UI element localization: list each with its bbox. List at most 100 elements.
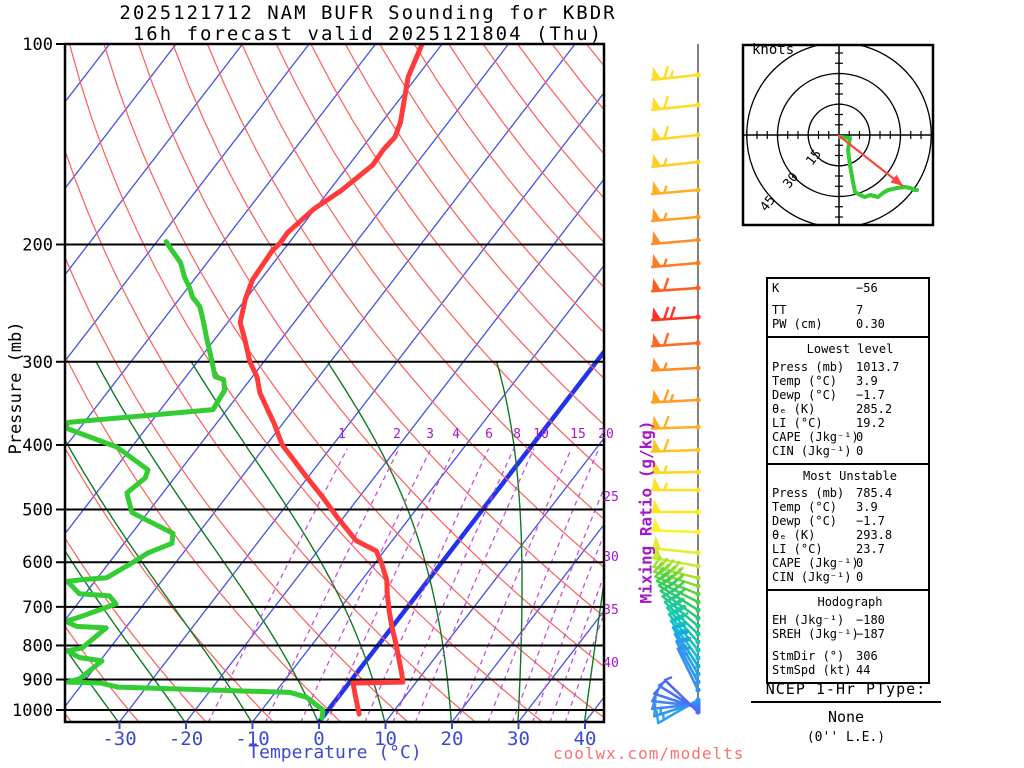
param-label: Dewp (°C) [772, 387, 838, 402]
mixing-ratio-line [414, 448, 535, 722]
isotherm-0c [317, 348, 604, 722]
pressure-tick-label: 200 [22, 235, 53, 255]
param-value: −1.7 [856, 514, 885, 528]
param-value: 293.8 [856, 528, 893, 542]
moist-adiabat-line [95, 361, 319, 722]
wind-barb [650, 180, 701, 196]
param-label: CAPE (Jkg⁻¹) [772, 429, 859, 444]
param-value: 19.2 [856, 415, 885, 430]
wind-barb [650, 253, 701, 269]
table-section-header: Lowest level [806, 342, 894, 356]
table-section: Most Unstable Press (mb) 785.4 Temp (°C) 3.9… [768, 462, 928, 590]
mixing-ratio-line [326, 448, 455, 722]
param-label: θₑ (K) [772, 401, 816, 416]
wind-barb [650, 65, 701, 82]
temperature-trace [237, 44, 425, 717]
temperature-tick-label: -30 [102, 728, 136, 750]
param-value: 0 [856, 443, 864, 458]
plot-border [63, 42, 606, 724]
param-label: Press (mb) [772, 486, 845, 500]
table-row: Press (mb) 785.4 [772, 486, 928, 501]
wind-barb [650, 389, 701, 404]
wind-barb [650, 306, 701, 322]
mixing-ratio-line [300, 448, 432, 722]
dry-adiabat-line [65, 537, 207, 722]
temperature-tick-label: 20 [441, 728, 464, 750]
dry-adiabat-line [68, 44, 544, 722]
param-value: 1013.7 [856, 359, 900, 374]
parameters-table: K −56 TT 7 PW (cm) 0.30 Lowest level Press (mb)… [766, 277, 930, 684]
dry-adiabat-line [310, 44, 604, 426]
isotherm-line [65, 44, 510, 622]
table-row: Dewp (°C) −1.7 [772, 514, 928, 529]
mixing-ratio-line [487, 448, 600, 722]
moist-adiabat-line [65, 647, 120, 722]
ptype-block: NCEP 1-Hr PType: None (0'' L.E.) [751, 680, 941, 745]
moist-adiabat-line [190, 361, 386, 722]
mixing-ratio-label: 3 [426, 427, 434, 442]
pressure-tick-label: 900 [22, 671, 53, 691]
mixing-ratio-line [207, 448, 348, 722]
table-row: Temp (°C) 3.9 [772, 500, 928, 515]
isotherm-line [65, 44, 310, 363]
chart-title-line2: 16h forecast valid 2025121804 (Thu) [132, 23, 604, 45]
storm-motion-arrow [837, 134, 904, 187]
mixing-ratio-label: 20 [598, 427, 614, 442]
param-value: 0 [856, 556, 864, 570]
table-row: CIN (Jkg⁻¹) 0 [772, 443, 928, 459]
param-value: 306 [856, 648, 878, 663]
param-value: 0.30 [856, 317, 885, 331]
storm-motion-arrowhead [890, 174, 903, 186]
mixing-ratio-line [549, 574, 604, 722]
dry-adiabat-line [65, 255, 409, 722]
mixing-ratio-label: 15 [570, 427, 586, 442]
wind-barb [650, 499, 701, 515]
mixing-ratio-label: 6 [485, 427, 493, 442]
watermark-link[interactable]: coolwx.com/modelts [553, 744, 745, 763]
table-row: Temp (°C) 3.9 [772, 374, 928, 389]
hodograph-units-label: knots [752, 42, 795, 58]
mixing-ratio-label: 30 [603, 550, 619, 565]
table-row: θₑ (K) 293.8 [772, 528, 928, 543]
table-section: K −56 TT 7 PW (cm) 0.30 [768, 279, 928, 336]
moist-adiabat-line [326, 361, 453, 722]
pressure-tick-label: 600 [22, 553, 53, 573]
param-label: PW (cm) [772, 317, 823, 331]
mixing-ratio-label: 35 [603, 603, 619, 618]
mixing-ratio-label: 2 [393, 427, 401, 442]
mixing-ratio-label: 1 [338, 427, 346, 442]
mixing-ratio-line [456, 448, 572, 722]
pressure-tick-label: 1000 [12, 701, 53, 721]
param-value: −180 [856, 612, 885, 627]
mixing-ratio-label: 4 [452, 427, 460, 442]
mixing-ratio-line [364, 448, 490, 722]
table-section: Hodograph EH (Jkg⁻¹) −180 SREH (Jkg⁻¹) −187 S… [768, 589, 928, 682]
isotherm-line [451, 523, 604, 722]
table-section: Lowest level Press (mb) 1013.7 Temp (°C) 3.9… [768, 336, 928, 463]
dry-adiabat-line [103, 44, 604, 719]
param-label: StmDir (°) [772, 648, 845, 663]
mixing-ratio-label: 25 [603, 490, 619, 505]
dry-adiabat-line [65, 148, 477, 722]
mixing-ratio-label: 10 [533, 427, 549, 442]
ptype-heading: NCEP 1-Hr PType: [751, 680, 941, 703]
dry-adiabat-line [65, 354, 342, 722]
pressure-tick-label: 300 [22, 353, 53, 373]
wind-barb [650, 415, 701, 430]
wind-barb [650, 477, 701, 493]
wind-barb [663, 675, 701, 715]
temperature-tick-label: -10 [235, 728, 269, 750]
table-row: TT 7 [772, 303, 928, 318]
isotherm-line [185, 178, 604, 722]
param-value: −187 [856, 626, 885, 641]
wind-barb [650, 230, 701, 246]
table-row: Press (mb) 1013.7 [772, 359, 928, 375]
moist-adiabat-line [65, 438, 253, 722]
mixing-ratio-line [264, 448, 400, 722]
moist-adiabat-line [495, 361, 523, 722]
table-section-header: Most Unstable [803, 468, 897, 483]
wind-barb [650, 357, 701, 372]
param-label: Press (mb) [772, 359, 845, 374]
table-row: EH (Jkg⁻¹) −180 [772, 612, 928, 628]
